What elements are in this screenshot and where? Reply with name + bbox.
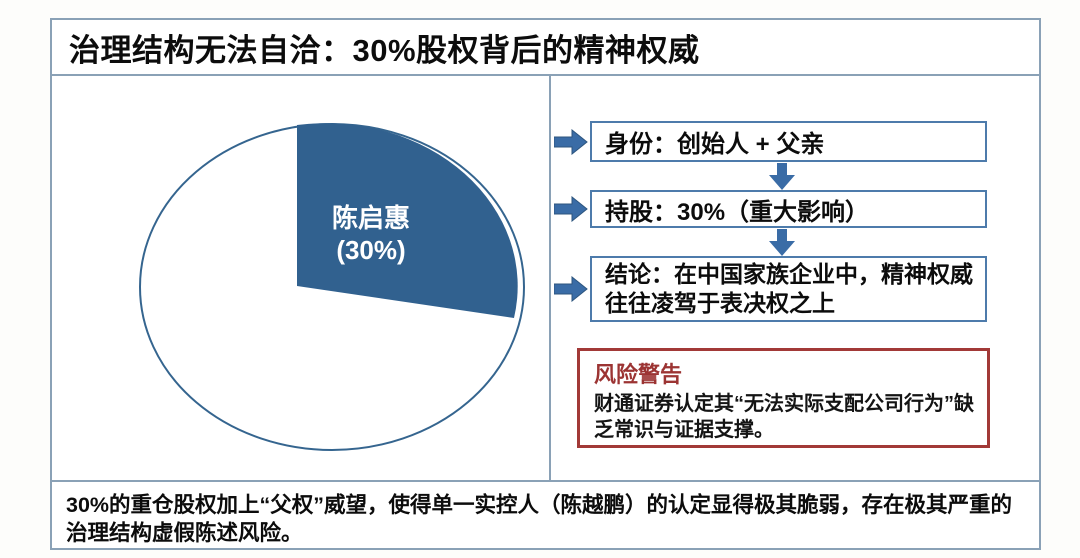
flow-step-holding: 持股：30%（重大影响） bbox=[554, 190, 987, 228]
flow-step-identity: 身份：创始人 + 父亲 bbox=[554, 121, 987, 162]
page-title: 治理结构无法自洽：30%股权背后的精神权威 bbox=[69, 32, 700, 68]
pie-slice-30pct bbox=[297, 123, 518, 318]
flow-box-conclusion: 结论：在中国家族企业中，精神权威往往凌驾于表决权之上 bbox=[590, 256, 987, 322]
right-arrow-icon bbox=[554, 276, 588, 302]
down-arrow-icon bbox=[769, 163, 795, 190]
risk-warning-box: 风险警告 财通证券认定其“无法实际支配公司行为”缺乏常识与证据支撑。 bbox=[577, 348, 990, 448]
flow-box-conclusion-text: 结论：在中国家族企业中，精神权威往往凌驾于表决权之上 bbox=[605, 260, 973, 316]
flow-box-holding: 持股：30%（重大影响） bbox=[590, 190, 987, 228]
title-bar: 治理结构无法自洽：30%股权背后的精神权威 bbox=[50, 18, 1041, 76]
pie-slice-label-value: (30%) bbox=[336, 235, 405, 265]
risk-warning-title: 风险警告 bbox=[594, 362, 683, 387]
down-arrow-icon bbox=[769, 229, 795, 256]
footer-summary-text: 30%的重仓股权加上“父权”威望，使得单一实控人（陈越鹏）的认定显得极其脆弱，存… bbox=[66, 493, 1013, 546]
risk-warning-body: 财通证券认定其“无法实际支配公司行为”缺乏常识与证据支撑。 bbox=[594, 393, 974, 442]
flow-box-identity: 身份：创始人 + 父亲 bbox=[590, 121, 987, 162]
panel-divider bbox=[549, 76, 551, 480]
content-area: 陈启惠 (30%) 身份：创始人 + 父亲 bbox=[50, 74, 1041, 482]
pie-chart: 陈启惠 (30%) bbox=[139, 123, 525, 451]
right-arrow-icon bbox=[554, 196, 588, 222]
flow-diagram-panel: 身份：创始人 + 父亲 持股：30%（重大影响） bbox=[551, 76, 1039, 480]
right-arrow-icon bbox=[554, 128, 588, 155]
flow-step-conclusion: 结论：在中国家族企业中，精神权威往往凌驾于表决权之上 bbox=[554, 256, 987, 322]
pie-slice-label-name: 陈启惠 bbox=[332, 203, 410, 233]
pie-chart-panel: 陈启惠 (30%) bbox=[52, 76, 549, 480]
flow-box-holding-text: 持股：30%（重大影响） bbox=[605, 198, 870, 226]
flow-box-identity-text: 身份：创始人 + 父亲 bbox=[605, 131, 825, 158]
footer-summary-bar: 30%的重仓股权加上“父权”威望，使得单一实控人（陈越鹏）的认定显得极其脆弱，存… bbox=[50, 480, 1041, 550]
